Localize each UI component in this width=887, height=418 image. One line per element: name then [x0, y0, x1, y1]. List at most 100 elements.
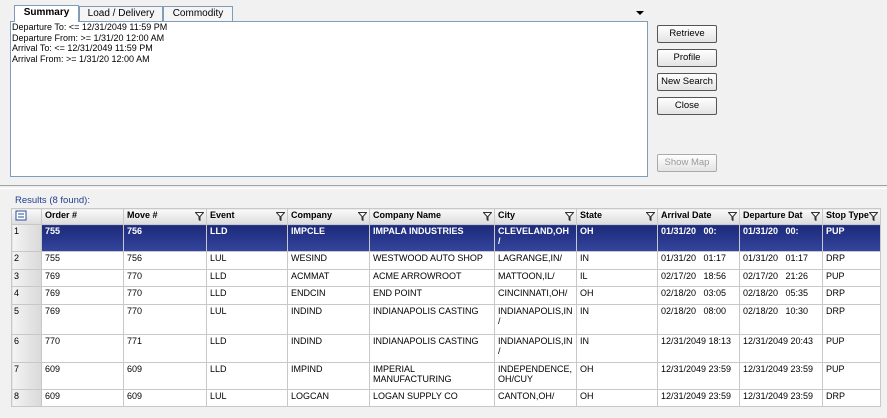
grid-cell: PUP	[822, 269, 881, 287]
filter-icon[interactable]	[565, 212, 574, 221]
column-header[interactable]: Order #	[41, 208, 124, 225]
grid-cell: 01/31/20 00:	[657, 224, 740, 252]
grid-cell: 12/31/2049 20:43	[739, 334, 823, 363]
column-title: Order #	[45, 210, 78, 220]
filter-icon[interactable]	[358, 212, 367, 221]
grid-cell: PUP	[822, 334, 881, 363]
column-header[interactable]: State	[576, 208, 658, 225]
grid-cell: LOGCAN	[287, 389, 370, 407]
grid-cell: OH	[576, 389, 658, 407]
grid-cell: DRP	[822, 304, 881, 335]
filter-icon[interactable]	[195, 212, 204, 221]
column-header[interactable]: City	[494, 208, 577, 225]
filter-icon[interactable]	[728, 212, 737, 221]
grid-cell: LUL	[206, 389, 288, 407]
grid-cell: CINCINNATI,OH/	[494, 286, 577, 305]
grid-cell: OH	[576, 286, 658, 305]
grid-cell: 02/17/20 18:56	[657, 269, 740, 287]
grid-row[interactable]: 8 609 609 LUL LOGCAN LOGAN SUPPLY CO CANTON,OH…	[11, 389, 881, 407]
criteria-line: Arrival From: >= 1/31/20 12:00 AM	[12, 53, 150, 64]
grid-cell: IN	[576, 251, 658, 270]
row-number: 1	[11, 224, 42, 252]
grid-cell: 769	[41, 304, 124, 335]
grid-cell: 755	[41, 251, 124, 270]
grid-cell: IL	[576, 269, 658, 287]
grid-cell: DRP	[822, 286, 881, 305]
dropdown-arrow[interactable]	[635, 10, 645, 16]
filter-icon[interactable]	[276, 212, 285, 221]
row-number: 7	[11, 362, 42, 390]
column-header[interactable]: Move #	[123, 208, 207, 225]
grid-cell: INDIND	[287, 304, 370, 335]
grid-row[interactable]: 6 770 771 LLD INDIND INDIANAPOLIS CASTING INDI…	[11, 334, 881, 363]
grid-cell: 02/18/20 10:30	[739, 304, 823, 335]
grid-cell: 771	[123, 334, 207, 363]
grid-row[interactable]: 1 755 756 LLD IMPCLE IMPALA INDUSTRIES CLEVELA…	[11, 224, 881, 252]
column-header[interactable]: Company	[287, 208, 370, 225]
grid-cell: END POINT	[369, 286, 495, 305]
criteria-box: Departure To: <= 12/31/2049 11:59 PM Depa…	[10, 21, 648, 177]
grid-cell: INDIANAPOLIS CASTING	[369, 304, 495, 335]
grid-cell: IMPALA INDUSTRIES	[369, 224, 495, 252]
row-number: 4	[11, 286, 42, 305]
grid-cell: IN	[576, 304, 658, 335]
tab[interactable]: Load / Delivery	[79, 6, 163, 21]
grid-cell: LUL	[206, 251, 288, 270]
grid-cell: LLD	[206, 362, 288, 390]
criteria-line: Arrival To: <= 12/31/2049 11:59 PM	[12, 43, 153, 53]
column-title: Event	[210, 210, 235, 220]
row-number: 5	[11, 304, 42, 335]
grid-cell: 609	[123, 389, 207, 407]
button[interactable]: Close	[657, 97, 717, 115]
grid-cell: 01/31/20 01:17	[739, 251, 823, 270]
button[interactable]: New Search	[657, 73, 717, 91]
grid-cell: PUP	[822, 362, 881, 390]
grid-row[interactable]: 2 755 756 LUL WESIND WESTWOOD AUTO SHOP LAGRAN…	[11, 251, 881, 270]
grid-row[interactable]: 5 769 770 LUL INDIND INDIANAPOLIS CASTING INDI…	[11, 304, 881, 335]
grid-cell: 769	[41, 269, 124, 287]
grid-cell: 02/18/20 05:35	[739, 286, 823, 305]
grid-cell: 770	[41, 334, 124, 363]
grid-cell: CLEVELAND,OH /	[494, 224, 577, 252]
grid-cell: 02/18/20 08:00	[657, 304, 740, 335]
grid-cell: 02/18/20 03:05	[657, 286, 740, 305]
button[interactable]: Profile	[657, 49, 717, 67]
filter-icon[interactable]	[811, 212, 820, 221]
separator	[0, 185, 887, 189]
column-header[interactable]: Arrival Date	[657, 208, 740, 225]
grid-cell: 12/31/2049 23:59	[657, 389, 740, 407]
grid-cell: INDIND	[287, 334, 370, 363]
filter-icon[interactable]	[483, 212, 492, 221]
grid-cell: INDIANAPOLIS,IN /	[494, 334, 577, 363]
row-number: 2	[11, 251, 42, 270]
grid-cell: LLD	[206, 334, 288, 363]
grid-cell: 609	[41, 389, 124, 407]
grid-cell: 755	[41, 224, 124, 252]
column-title: Arrival Date	[661, 210, 712, 220]
tab[interactable]: Summary	[14, 5, 79, 22]
grid-cell: 02/17/20 21:26	[739, 269, 823, 287]
tab[interactable]: Commodity	[163, 6, 233, 21]
show-map-button: Show Map	[657, 154, 717, 172]
grid-row[interactable]: 4 769 770 LLD ENDCIN END POINT CINCINNATI,OH/O…	[11, 286, 881, 305]
column-header[interactable]: Company Name	[369, 208, 495, 225]
row-number: 3	[11, 269, 42, 287]
grid-row[interactable]: 7 609 609 LLD IMPIND IMPERIAL MANUFACTURING IN…	[11, 362, 881, 390]
grid-cell: 01/31/20 01:17	[657, 251, 740, 270]
filter-icon[interactable]	[646, 212, 655, 221]
grid-cell: 12/31/2049 23:59	[739, 389, 823, 407]
results-grid: Order # Move # Event Company Company Name Cit…	[11, 208, 881, 407]
button[interactable]: Retrieve	[657, 25, 717, 43]
column-header[interactable]: Stop Type	[822, 208, 881, 225]
grid-cell: INDIANAPOLIS CASTING	[369, 334, 495, 363]
grid-corner[interactable]	[11, 208, 42, 225]
grid-cell: 770	[123, 269, 207, 287]
column-header[interactable]: Departure Dat	[739, 208, 823, 225]
column-title: Company Name	[373, 210, 442, 220]
filter-icon[interactable]	[869, 212, 878, 221]
column-header[interactable]: Event	[206, 208, 288, 225]
grid-row[interactable]: 3 769 770 LLD ACMMAT ACME ARROWROOT MATTOON,IL…	[11, 269, 881, 287]
grid-cell: LLD	[206, 286, 288, 305]
criteria-line: Departure To: <= 12/31/2049 11:59 PM	[12, 22, 168, 32]
grid-cell: LOGAN SUPPLY CO	[369, 389, 495, 407]
